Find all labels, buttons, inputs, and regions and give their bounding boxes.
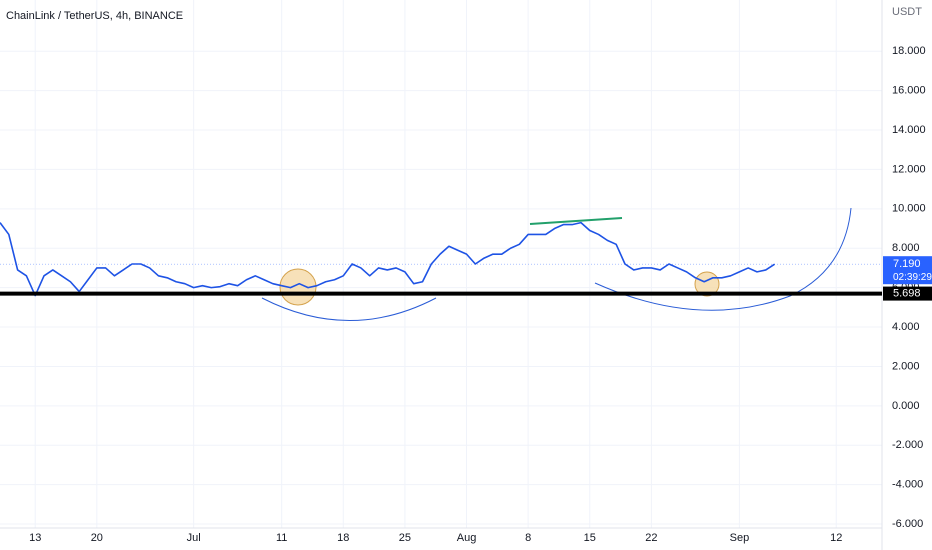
y-tick-label: 4.000: [892, 321, 920, 333]
chart-title: ChainLink / TetherUS, 4h, BINANCE: [6, 10, 183, 22]
y-tick-label: 8.000: [892, 242, 920, 254]
last-price-box: [883, 256, 932, 285]
support-box: [883, 286, 932, 301]
arc-drawing: [594, 207, 852, 311]
y-tick-label: 18.000: [892, 45, 926, 57]
user-drawings: [261, 207, 852, 321]
y-tick-label: 2.000: [892, 360, 920, 372]
x-tick-label: 15: [584, 532, 596, 544]
x-tick-label: 22: [645, 532, 657, 544]
y-tick-label: -6.000: [892, 518, 923, 530]
x-tick-label: Jul: [187, 532, 201, 544]
trend-line: [529, 217, 623, 225]
y-tick-label: 16.000: [892, 85, 926, 97]
x-tick-label: 25: [399, 532, 411, 544]
grid: [0, 0, 882, 528]
y-tick-label: -4.000: [892, 479, 923, 491]
axis-unit: USDT: [892, 6, 922, 18]
y-tick-label: 12.000: [892, 163, 926, 175]
x-tick-label: 18: [337, 532, 349, 544]
y-tick-label: 10.000: [892, 203, 926, 215]
y-tick-label: -2.000: [892, 439, 923, 451]
circle-drawing: [279, 268, 317, 306]
last-price-label: 7.190: [893, 258, 921, 270]
price-line: [0, 221, 776, 297]
arc-drawing: [261, 297, 437, 321]
x-tick-label: 11: [276, 532, 287, 544]
x-tick-label: 20: [91, 532, 103, 544]
support-label: 5.698: [893, 287, 921, 299]
x-tick-label: 13: [29, 532, 41, 544]
x-tick-label: 8: [525, 532, 531, 544]
y-tick-label: 14.000: [892, 124, 926, 136]
x-tick-label: Sep: [730, 532, 750, 544]
x-tick-label: Aug: [457, 532, 477, 544]
x-tick-label: 12: [830, 532, 842, 544]
y-tick-label: 0.000: [892, 400, 920, 412]
countdown-label: 02:39:29: [893, 272, 932, 283]
